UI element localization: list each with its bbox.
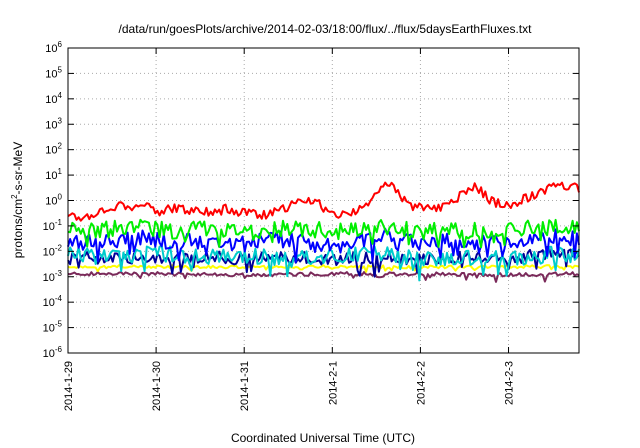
plot-border — [67, 47, 580, 354]
series-line-6 — [67, 271, 580, 283]
y-tick-label: 105 — [45, 65, 62, 80]
y-axis-label-sup: 2 — [10, 194, 19, 199]
y-tick-label: 10-5 — [43, 320, 63, 335]
y-tick-label: 103 — [45, 116, 62, 131]
series-line-1 — [67, 218, 580, 249]
chart-title: /data/run/goesPlots/archive/2014-02-03/1… — [119, 22, 533, 36]
x-axis-label: Coordinated Universal Time (UTC) — [231, 431, 415, 445]
grid — [68, 48, 579, 353]
y-tick-label: 10-2 — [43, 243, 63, 258]
y-tick-label: 10-4 — [43, 294, 63, 309]
y-axis-label-main: protons/cm — [11, 199, 25, 258]
y-tick-label: 10-3 — [43, 269, 63, 284]
y-axis-label: protons/cm2-s-sr-MeV — [10, 142, 25, 258]
series-line-5 — [67, 264, 580, 273]
y-tick-label: 10-1 — [43, 218, 63, 233]
y-tick-label: 104 — [45, 91, 62, 106]
series-line-0 — [67, 181, 580, 222]
x-tick-label: 2014-2-3 — [504, 361, 516, 405]
x-tick-label: 2014-1-31 — [239, 361, 251, 411]
y-axis-label-tail: -s-sr-MeV — [11, 142, 25, 195]
y-tick-labels: 10-6 10-5 10-4 10-3 10-2 10-1 100 101 102 103 104 1… — [43, 40, 63, 360]
y-tick-label: 101 — [45, 167, 62, 182]
y-tick-label: 100 — [45, 193, 62, 208]
y-tick-label: 10-6 — [43, 345, 63, 360]
x-tick-label: 2014-2-2 — [415, 361, 427, 405]
axes — [67, 47, 580, 354]
y-tick-label: 106 — [45, 40, 62, 55]
x-tick-labels: 2014-1-29 2014-1-30 2014-1-31 2014-2-1 2014-… — [63, 361, 516, 411]
x-tick-label: 2014-1-30 — [151, 361, 163, 411]
series-line-3 — [67, 244, 580, 282]
y-tick-label: 102 — [45, 142, 62, 157]
x-tick-label: 2014-1-29 — [63, 361, 75, 411]
x-tick-label: 2014-2-1 — [327, 361, 339, 405]
series-group — [67, 181, 580, 283]
